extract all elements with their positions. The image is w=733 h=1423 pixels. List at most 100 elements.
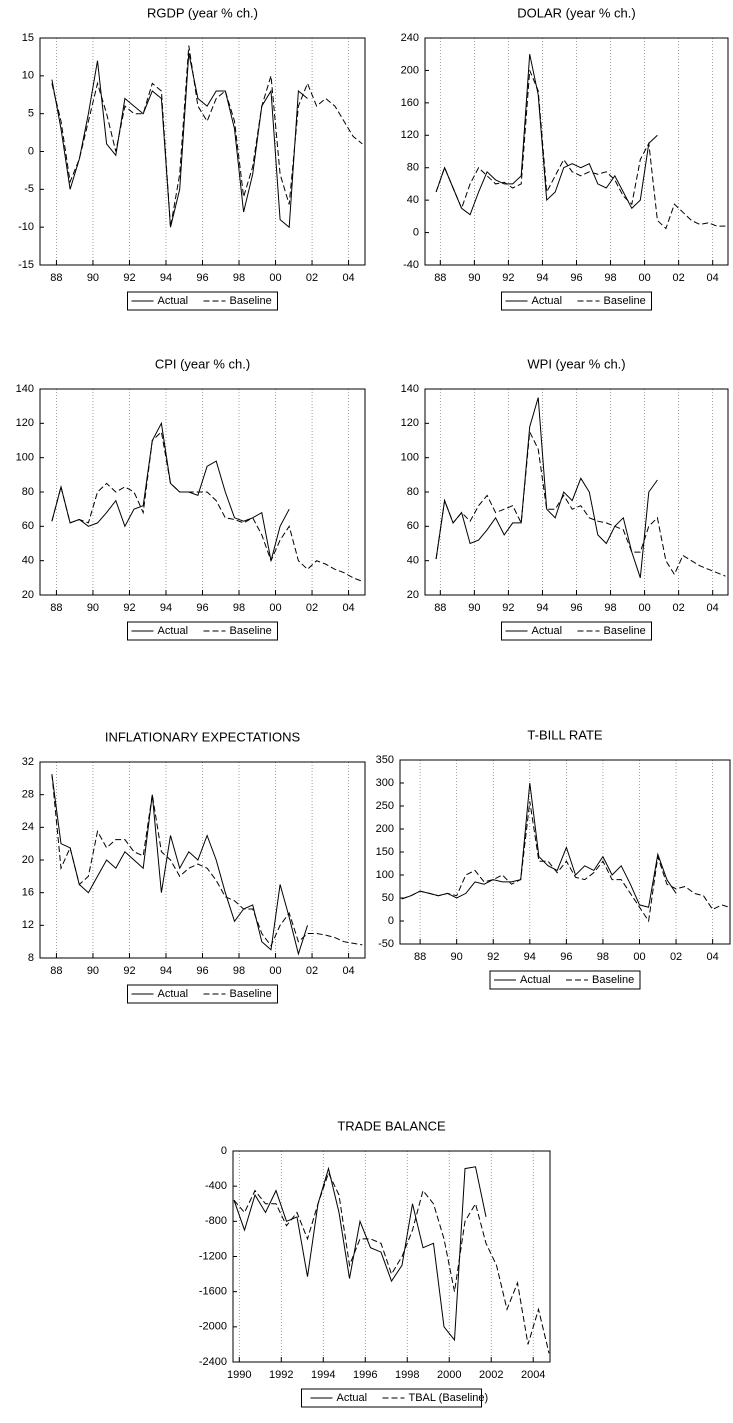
y-tick-label: 80 [22, 486, 34, 498]
x-tick-label: 92 [487, 951, 499, 963]
y-tick-label: -5 [24, 183, 34, 195]
legend-label: TBAL (Baseline) [409, 1392, 489, 1404]
x-tick-label: 02 [306, 272, 318, 284]
y-tick-label: 100 [16, 452, 34, 464]
legend-label: Baseline [604, 625, 646, 637]
plot-frame [424, 388, 729, 596]
x-tick-label: 1994 [311, 1369, 335, 1381]
x-tick-label: 98 [597, 951, 609, 963]
legend-box [501, 291, 652, 311]
y-tick-label: 80 [407, 486, 419, 498]
y-tick-label: 80 [407, 162, 419, 174]
series-line [233, 1166, 487, 1342]
y-tick-label: 60 [22, 520, 34, 532]
plot-frame [39, 388, 366, 596]
y-tick-label: 200 [401, 64, 419, 76]
series-line [435, 54, 658, 216]
y-tick-label: -1200 [199, 1250, 227, 1262]
series-line [401, 801, 730, 923]
plot-frame [39, 37, 366, 266]
y-tick-label: 10 [22, 70, 34, 82]
x-tick-label: 00 [269, 602, 281, 614]
y-tick-label: -50 [378, 938, 394, 950]
chart-title: INFLATIONARY EXPECTATIONS [105, 729, 301, 744]
x-tick-label: 00 [269, 272, 281, 284]
x-tick-label: 92 [502, 602, 514, 614]
x-tick-label: 02 [306, 602, 318, 614]
y-tick-label: 60 [407, 520, 419, 532]
y-tick-label: 20 [22, 589, 34, 601]
x-tick-label: 90 [87, 965, 99, 977]
x-tick-label: 88 [50, 272, 62, 284]
x-tick-label: 90 [87, 272, 99, 284]
legend-label: Baseline [230, 625, 272, 637]
x-tick-label: 04 [707, 602, 719, 614]
x-tick-label: 98 [233, 965, 245, 977]
legend-label: Baseline [230, 988, 272, 1000]
legend-label: Actual [520, 974, 551, 986]
legend-box [501, 621, 652, 641]
x-tick-label: 96 [570, 602, 582, 614]
legend-label: Actual [158, 295, 189, 307]
x-tick-label: 94 [524, 951, 536, 963]
y-tick-label: 100 [401, 452, 419, 464]
series-line [233, 1171, 550, 1354]
y-tick-label: 32 [22, 756, 34, 768]
x-tick-label: 00 [633, 951, 645, 963]
y-tick-label: 300 [376, 777, 394, 789]
x-tick-label: 92 [123, 272, 135, 284]
x-tick-label: 96 [196, 965, 208, 977]
y-tick-label: 0 [413, 226, 419, 238]
x-tick-label: 1992 [269, 1369, 293, 1381]
chart-title: DOLAR (year % ch.) [517, 5, 635, 20]
legend-label: Baseline [230, 295, 272, 307]
x-tick-label: 96 [570, 272, 582, 284]
x-tick-label: 1996 [353, 1369, 377, 1381]
legend-box [489, 970, 641, 990]
x-tick-label: 88 [50, 965, 62, 977]
chart-title: CPI (year % ch.) [155, 356, 250, 371]
x-tick-label: 94 [160, 965, 172, 977]
x-tick-label: 90 [451, 951, 463, 963]
x-tick-label: 04 [342, 965, 354, 977]
chart-title: RGDP (year % ch.) [147, 5, 258, 20]
legend-box [127, 984, 278, 1004]
x-tick-label: 96 [560, 951, 572, 963]
x-tick-label: 98 [233, 272, 245, 284]
y-tick-label: 40 [22, 555, 34, 567]
x-tick-label: 02 [670, 951, 682, 963]
x-tick-label: 92 [123, 965, 135, 977]
x-tick-label: 94 [536, 272, 548, 284]
legend-box [127, 291, 278, 311]
legend-label: Actual [337, 1392, 368, 1404]
y-tick-label: 15 [22, 32, 34, 44]
x-tick-label: 2000 [437, 1369, 461, 1381]
y-tick-label: -2400 [199, 1356, 227, 1368]
y-tick-label: -1600 [199, 1286, 227, 1298]
y-tick-label: 5 [28, 108, 34, 120]
legend-box [127, 621, 278, 641]
x-tick-label: 04 [707, 272, 719, 284]
x-tick-label: 98 [233, 602, 245, 614]
x-tick-label: 98 [604, 272, 616, 284]
x-tick-label: 1998 [395, 1369, 419, 1381]
y-tick-label: -15 [18, 259, 34, 271]
legend-label: Actual [532, 295, 563, 307]
y-tick-label: -2000 [199, 1321, 227, 1333]
series-line [435, 70, 726, 230]
y-tick-label: 8 [28, 952, 34, 964]
x-tick-label: 88 [414, 951, 426, 963]
y-tick-label: 20 [22, 854, 34, 866]
x-tick-label: 88 [434, 272, 446, 284]
y-tick-label: 28 [22, 789, 34, 801]
y-tick-label: 120 [401, 417, 419, 429]
series-line [435, 397, 658, 578]
x-tick-label: 02 [306, 965, 318, 977]
plot-frame [424, 37, 729, 266]
y-tick-label: -40 [403, 259, 419, 271]
x-tick-label: 00 [269, 965, 281, 977]
x-tick-label: 94 [536, 602, 548, 614]
x-tick-label: 90 [468, 272, 480, 284]
x-tick-label: 1990 [227, 1369, 251, 1381]
